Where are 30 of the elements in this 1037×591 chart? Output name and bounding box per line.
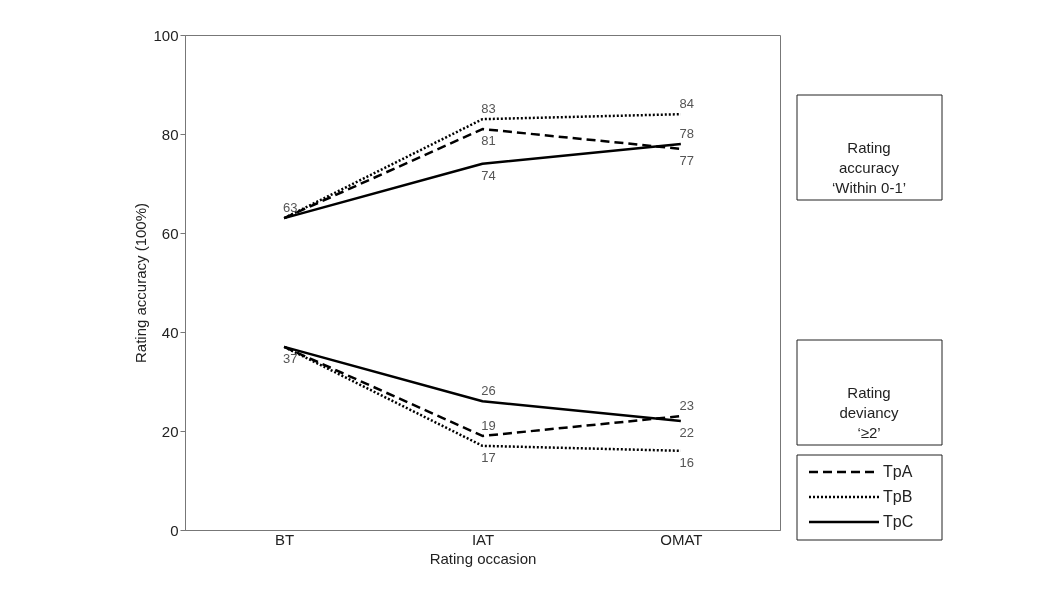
data-label: 83 (481, 101, 496, 117)
y-axis-title: Rating accuracy (100%) (132, 202, 150, 364)
data-label: 26 (481, 383, 496, 399)
data-label: 78 (679, 125, 695, 141)
data-label: 22 (679, 425, 695, 441)
x-tick-label: OMAT (660, 530, 703, 548)
data-label: 16 (679, 454, 695, 470)
legend-label: TpA (883, 463, 913, 480)
y-tick-label: 100 (153, 26, 179, 44)
data-label: 63 (282, 200, 298, 216)
data-label: 37 (282, 350, 298, 366)
y-tick-label: 40 (161, 323, 179, 341)
y-tick-label: 20 (161, 422, 179, 440)
data-label: 23 (679, 398, 695, 414)
y-tick-label: 80 (161, 125, 179, 143)
data-label: 81 (481, 133, 496, 149)
data-label: 77 (679, 152, 695, 168)
text: Rating deviancy ‘≥2’ (839, 383, 900, 441)
x-tick-label: IAT (471, 530, 495, 548)
y-tick-label: 60 (161, 224, 179, 242)
x-tick-label: BT (275, 530, 295, 548)
data-label: 74 (481, 167, 496, 183)
text: Rating accuracy ‘Within 0-1’ (831, 138, 907, 196)
data-label: 17 (481, 449, 496, 465)
x-axis-title: Rating occasion (429, 549, 537, 567)
y-tick-label: 0 (170, 521, 179, 539)
data-label: 84 (679, 96, 695, 112)
data-label: 19 (481, 417, 496, 433)
legend-label: TpC (883, 513, 914, 530)
legend-label: TpB (883, 488, 913, 505)
